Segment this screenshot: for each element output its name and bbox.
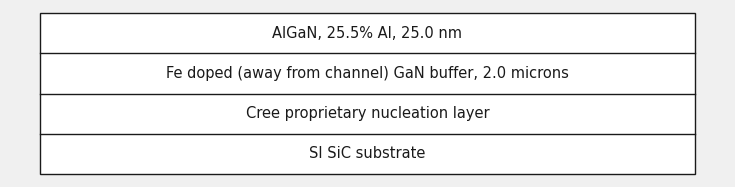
Bar [40, 13, 695, 174]
Bar [40, 13, 695, 174]
Text: SI SiC substrate: SI SiC substrate [309, 146, 426, 161]
Text: Fe doped (away from channel) GaN buffer, 2.0 microns: Fe doped (away from channel) GaN buffer,… [166, 66, 569, 81]
Text: AlGaN, 25.5% Al, 25.0 nm: AlGaN, 25.5% Al, 25.0 nm [273, 26, 462, 41]
Text: Cree proprietary nucleation layer: Cree proprietary nucleation layer [245, 106, 490, 121]
